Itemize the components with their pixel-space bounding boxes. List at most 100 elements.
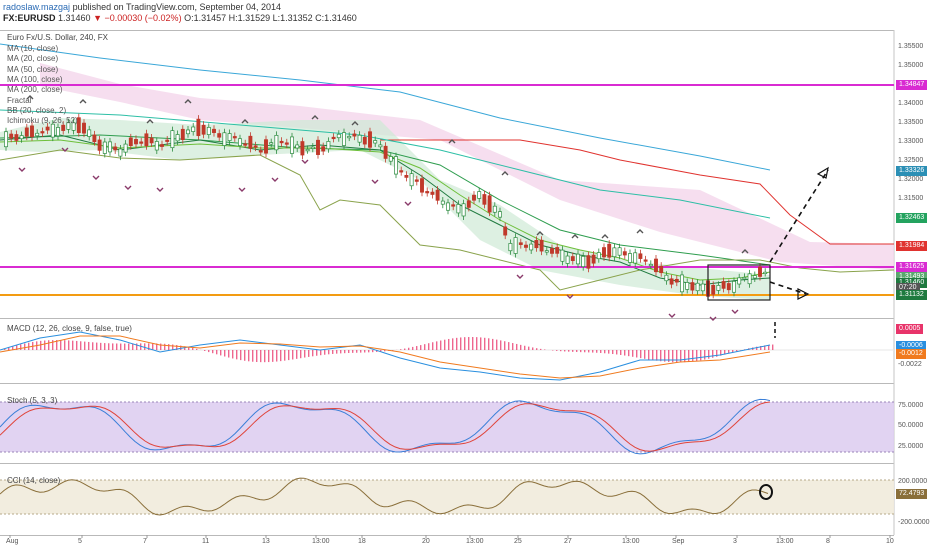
candle-body — [227, 133, 232, 141]
macd-histogram-bar — [588, 350, 590, 353]
macd-histogram-bar — [432, 342, 434, 350]
stoch-panel[interactable] — [0, 383, 894, 463]
macd-histogram-bar — [416, 346, 418, 350]
macd-histogram-bar — [564, 350, 566, 352]
cci-band-fill — [0, 480, 894, 514]
candle-body — [9, 133, 14, 139]
macd-histogram-bar — [600, 350, 602, 353]
macd-histogram-bar — [596, 350, 598, 353]
candle-body — [726, 283, 731, 291]
time-axis-label: 8 — [826, 538, 830, 545]
macd-histogram-bar — [464, 337, 466, 350]
candle-body — [456, 204, 461, 214]
macd-histogram-bar — [16, 345, 18, 350]
candle-body — [638, 253, 643, 259]
candle-body — [622, 251, 627, 256]
macd-histogram-bar — [288, 350, 290, 361]
fractal-up-icon — [571, 234, 579, 239]
macd-histogram-bar — [40, 340, 42, 350]
macd-histogram-bar — [284, 350, 286, 361]
macd-histogram-bar — [120, 343, 122, 350]
fractal-up-icon — [741, 249, 749, 254]
macd-histogram-bar — [260, 350, 262, 363]
macd-histogram-bar — [300, 350, 302, 359]
fractal-down-icon — [238, 187, 246, 192]
macd-histogram-bar — [360, 350, 362, 353]
macd-panel[interactable] — [0, 318, 894, 383]
macd-value-label: -0.0012 — [896, 349, 926, 359]
candle-body — [747, 273, 752, 285]
candle-body — [144, 133, 149, 147]
macd-histogram-bar — [604, 350, 606, 354]
candle-body — [409, 173, 414, 187]
ohlc-line: FX:EURUSD 1.31460 ▼ −0.00030 (−0.02%) O:… — [3, 13, 357, 23]
candle-body — [466, 200, 471, 208]
cci-highlight-circle — [759, 484, 773, 500]
candle-body — [66, 122, 71, 130]
candle-body — [414, 179, 419, 182]
candle-body — [264, 139, 268, 154]
candle-body — [654, 258, 658, 273]
macd-histogram-bar — [148, 343, 150, 350]
fractal-down-icon — [404, 201, 412, 206]
macd-histogram-bar — [156, 343, 158, 350]
candle-body — [243, 143, 248, 146]
macd-histogram-bar — [172, 344, 174, 350]
macd-histogram-bar — [80, 341, 82, 350]
candle-body — [711, 284, 716, 295]
macd-histogram-bar — [528, 346, 530, 350]
macd-histogram-bar — [496, 339, 498, 350]
macd-histogram-bar — [672, 350, 674, 363]
macd-histogram-bar — [312, 350, 314, 357]
candle-body — [659, 265, 664, 274]
macd-histogram-bar — [192, 347, 194, 350]
macd-histogram-bar — [28, 342, 30, 350]
candle-body — [154, 141, 159, 151]
fractal-up-icon — [501, 171, 509, 176]
macd-histogram-bar — [424, 344, 426, 350]
candle-body — [186, 129, 190, 135]
candle-body — [648, 263, 653, 267]
macd-histogram-bar — [52, 340, 54, 350]
main-price-panel[interactable] — [0, 30, 894, 318]
macd-histogram-bar — [468, 337, 470, 350]
candle-body — [61, 124, 66, 131]
candle-body — [763, 271, 768, 275]
cci-panel[interactable] — [0, 463, 894, 535]
macd-histogram-bar — [692, 350, 694, 362]
candle-body — [534, 240, 539, 249]
fractal-up-icon — [184, 99, 192, 104]
macd-histogram-bar — [524, 345, 526, 350]
last-price: 1.31460 — [58, 13, 91, 23]
time-axis-label: 13:00 — [466, 538, 484, 545]
macd-signal-line — [0, 335, 771, 379]
macd-histogram-bar — [168, 344, 170, 350]
time-axis-label: 13:00 — [776, 538, 794, 545]
macd-histogram-bar — [632, 350, 634, 357]
candle-body — [295, 144, 300, 149]
symbol-label[interactable]: FX:EURUSD — [3, 13, 56, 23]
time-axis-strip — [0, 535, 894, 550]
candle-body — [737, 277, 742, 285]
candle-body — [664, 274, 669, 282]
macd-histogram-bar — [516, 343, 518, 350]
stoch-k-line — [0, 398, 771, 455]
fractal-up-icon — [601, 234, 609, 239]
candle-body — [570, 256, 575, 262]
macd-histogram-bar — [732, 350, 734, 353]
macd-histogram-bar — [428, 343, 430, 350]
cci-panel-title: CCI (14, close) — [7, 476, 61, 485]
macd-histogram-bar — [460, 337, 462, 350]
macd-histogram-bar — [696, 350, 698, 361]
candle-body — [732, 280, 736, 293]
macd-histogram-bar — [724, 350, 726, 355]
macd-histogram-bar — [304, 350, 306, 358]
legend-item: MA (20, close) — [7, 54, 59, 64]
candle-body — [513, 237, 518, 254]
candle-body — [290, 136, 294, 154]
macd-histogram-bar — [12, 346, 14, 350]
candle-body — [669, 278, 674, 285]
author-link[interactable]: radoslaw.mazgaj — [3, 2, 71, 12]
macd-histogram-bar — [772, 344, 774, 350]
